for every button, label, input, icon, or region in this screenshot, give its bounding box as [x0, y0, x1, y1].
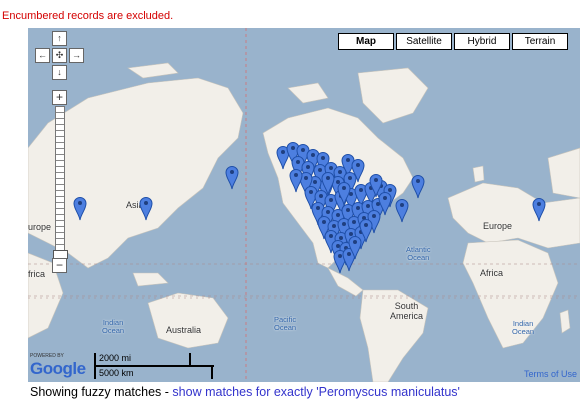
pan-down-arrow-icon[interactable]: ↓ — [52, 65, 67, 80]
pan-right-arrow-icon[interactable]: → — [69, 48, 84, 63]
scale-kilometers: 5000 km — [99, 368, 134, 378]
exact-match-link[interactable]: show matches for exactly 'Peromyscus man… — [172, 385, 460, 399]
label-south-america-line2: America — [390, 311, 423, 321]
label-pacific-ocean: Pacific Ocean — [274, 316, 296, 332]
label-indian-ocean-left: Indian Ocean — [102, 319, 124, 335]
location-marker-icon[interactable] — [73, 196, 87, 221]
location-marker-icon[interactable] — [411, 174, 425, 199]
location-marker-icon[interactable] — [139, 196, 153, 221]
location-marker-icon[interactable] — [369, 173, 383, 198]
location-marker-icon[interactable] — [395, 198, 409, 223]
map-type-selector: Map Satellite Hybrid Terrain — [338, 33, 568, 50]
fuzzy-match-text: Showing fuzzy matches - — [30, 385, 172, 399]
label-africa-left: frica — [28, 269, 45, 279]
excluded-records-notice: Encumbered records are excluded. — [2, 10, 173, 22]
label-atlantic-ocean-line2: Ocean — [407, 253, 429, 262]
location-marker-icon[interactable] — [532, 197, 546, 222]
location-marker-icon[interactable] — [321, 171, 335, 196]
label-indian-ocean-right: Indian Ocean — [512, 320, 534, 336]
label-africa: Africa — [480, 268, 503, 278]
pan-up-arrow-icon[interactable]: ↑ — [52, 31, 67, 46]
zoom-slider-track[interactable] — [55, 106, 65, 258]
pan-control: ↑ ← ✣ → ↓ — [31, 31, 87, 87]
map-type-terrain-button[interactable]: Terrain — [512, 33, 568, 50]
pan-left-arrow-icon[interactable]: ← — [35, 48, 50, 63]
scale-bar: 2000 mi 5000 km — [94, 353, 214, 379]
label-south-america: South America — [390, 301, 423, 321]
label-indian-ocean-right-line2: Ocean — [512, 327, 534, 336]
label-europe-left: urope — [28, 222, 51, 232]
map-canvas[interactable]: Map Satellite Hybrid Terrain ↑ ← ✣ → ↓ +… — [28, 28, 580, 382]
google-branding: POWERED BY Google — [30, 353, 86, 379]
location-marker-icon[interactable] — [289, 168, 303, 193]
label-atlantic-ocean: Atlantic Ocean — [406, 246, 431, 262]
google-logo[interactable]: Google — [30, 359, 86, 378]
label-indian-ocean-left-line2: Ocean — [102, 326, 124, 335]
map-type-hybrid-button[interactable]: Hybrid — [454, 33, 510, 50]
scale-miles: 2000 mi — [99, 353, 131, 363]
match-status: Showing fuzzy matches - show matches for… — [30, 385, 460, 399]
location-marker-icon[interactable] — [337, 181, 351, 206]
pan-center-icon[interactable]: ✣ — [52, 48, 67, 63]
map-type-satellite-button[interactable]: Satellite — [396, 33, 452, 50]
label-australia: Australia — [166, 325, 201, 335]
location-marker-icon[interactable] — [359, 218, 373, 243]
location-marker-icon[interactable] — [225, 165, 239, 190]
label-pacific-ocean-line2: Ocean — [274, 323, 296, 332]
zoom-out-button[interactable]: − — [52, 258, 67, 273]
map-type-map-button[interactable]: Map — [338, 33, 394, 50]
label-europe: Europe — [483, 221, 512, 231]
label-south-america-line1: South — [395, 301, 419, 311]
terms-of-use-link[interactable]: Terms of Use — [524, 369, 577, 379]
zoom-in-button[interactable]: + — [52, 90, 67, 105]
